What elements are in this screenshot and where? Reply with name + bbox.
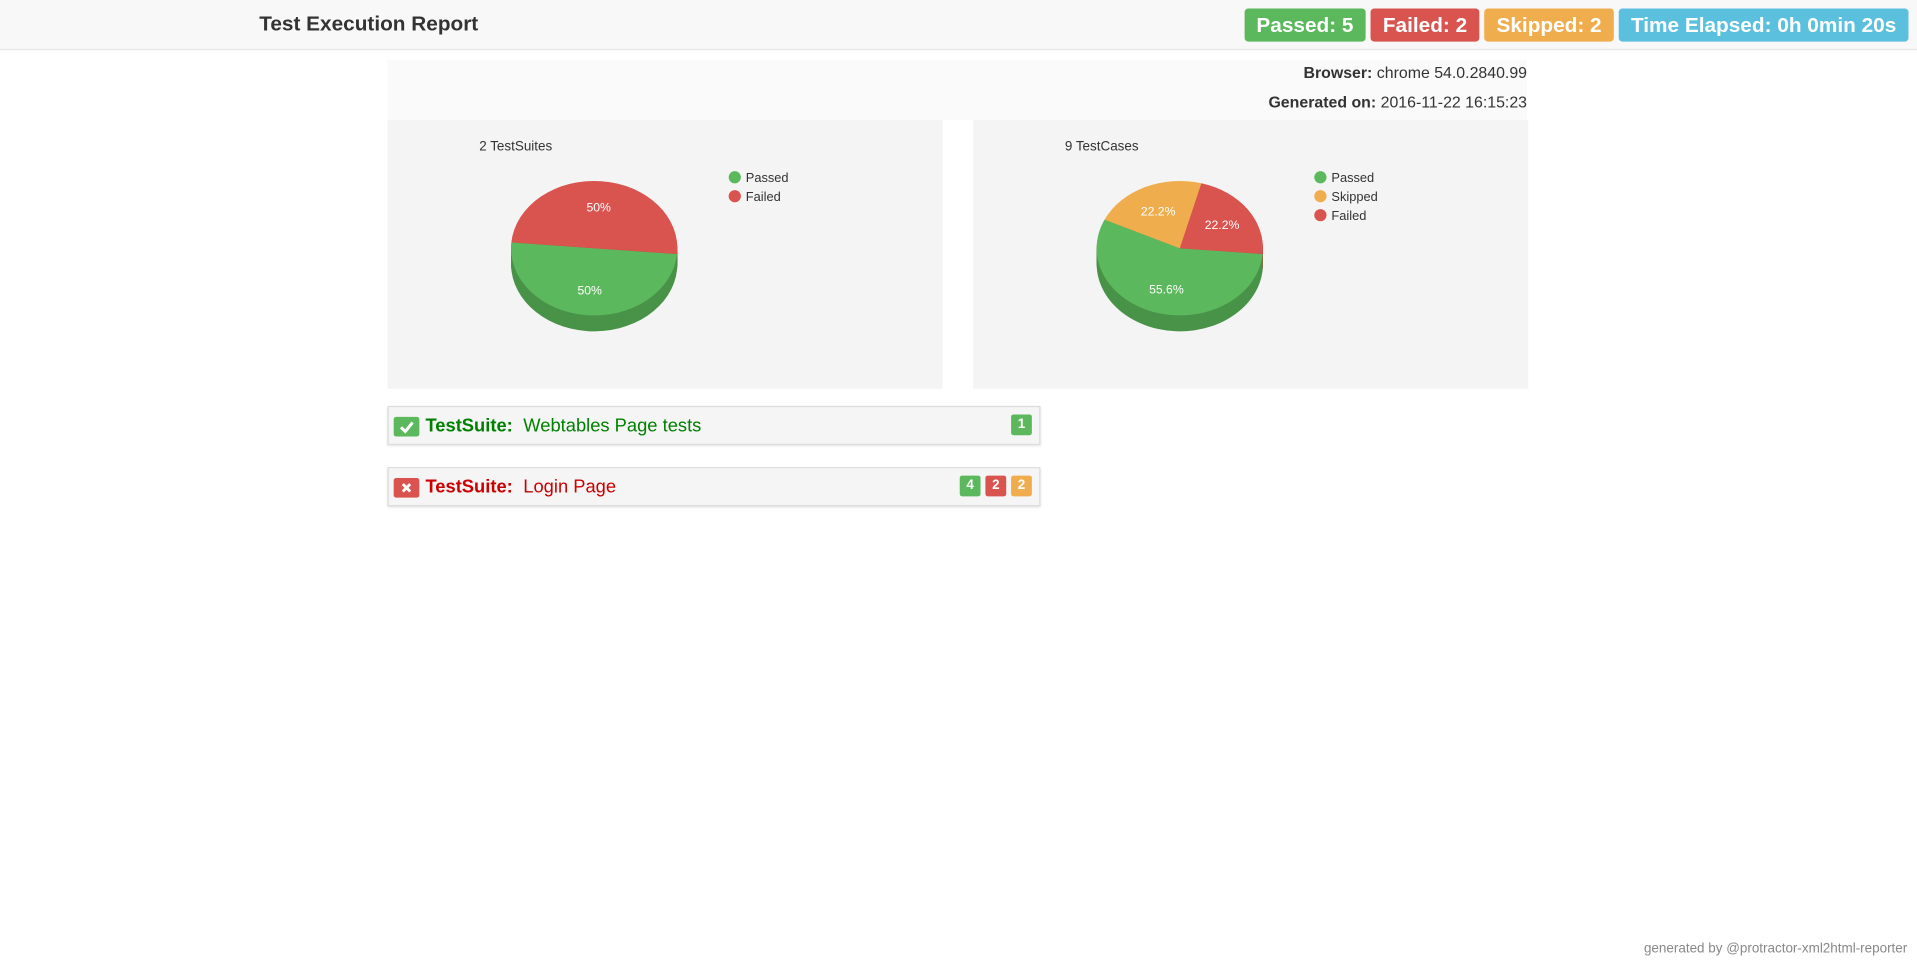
- pie-slice: [1179, 183, 1263, 255]
- browser-value: chrome 54.0.2840.99: [1376, 63, 1528, 82]
- legend-label: Passed: [1331, 170, 1374, 185]
- legend-label: Failed: [746, 189, 781, 204]
- slice-label: 50%: [586, 201, 611, 215]
- legend-marker: [728, 190, 741, 203]
- summary-badge: Time Elapsed: 0h 0min 20s: [1618, 8, 1909, 42]
- legend-label: Skipped: [1331, 189, 1377, 204]
- browser-label: Browser:: [1303, 63, 1373, 82]
- summary-badges: Passed: 5 Failed: 2 Skipped: 2 Time Elapsed…: [1244, 8, 1909, 42]
- chart-panel: 2 TestSuites 50% 50% Passed Failed: [387, 119, 943, 389]
- suite-label: TestSuite:: [425, 415, 513, 437]
- count-badge: 2: [985, 475, 1007, 497]
- chart: 9 TestCases 55.6% 22.2% 22.2% Passed Skipped F…: [1065, 138, 1378, 332]
- chart: 2 TestSuites 50% 50% Passed Failed: [479, 138, 789, 332]
- run-info: Browser: chrome 54.0.2840.99 Generated o…: [387, 59, 1528, 121]
- status-glyph: [399, 421, 414, 434]
- slice-label: 50%: [577, 284, 602, 298]
- generated-value: 2016-11-22 16:15:23: [1380, 92, 1528, 112]
- suite-name: Webtables Page tests: [523, 415, 702, 437]
- summary-badge: Skipped: 2: [1484, 8, 1614, 42]
- legend-label: Failed: [1331, 208, 1366, 223]
- footer: generated by @protractor-xml2html-report…: [1643, 941, 1908, 957]
- count-badge: 4: [959, 475, 981, 497]
- generated-row: Generated on: 2016-11-22 16:15:23: [388, 92, 1527, 121]
- suite-counts: 1: [1011, 414, 1032, 436]
- suite-label: TestSuite:: [425, 476, 513, 498]
- pie-slice: [1096, 219, 1263, 316]
- status-glyph: [401, 483, 412, 493]
- slice-label: 22.2%: [1141, 204, 1176, 218]
- legend-marker: [728, 171, 741, 184]
- legend-marker: [1314, 190, 1327, 203]
- pie-slice: [511, 180, 678, 255]
- chart-title: 2 TestSuites: [479, 138, 552, 153]
- browser-row: Browser: chrome 54.0.2840.99: [388, 62, 1527, 91]
- legend-marker: [1314, 171, 1327, 184]
- legend-marker: [1314, 209, 1327, 222]
- count-badge: 1: [1011, 414, 1032, 436]
- status-icon: [393, 416, 420, 437]
- test-suite[interactable]: TestSuite: Webtables Page tests 1: [387, 405, 1041, 446]
- header: Test Execution Report Passed: 5 Failed: 2…: [0, 0, 1917, 51]
- legend-label: Passed: [746, 170, 789, 185]
- chart-title: 9 TestCases: [1065, 138, 1139, 153]
- suite-name: Login Page: [523, 476, 617, 498]
- chart-panel: 9 TestCases 55.6% 22.2% 22.2% Passed Skipped F…: [973, 119, 1529, 389]
- pie-slice: [1104, 180, 1202, 249]
- status-icon: [393, 478, 420, 498]
- pie-slice: [511, 242, 678, 316]
- test-suite[interactable]: TestSuite: Login Page 4 2 2: [387, 467, 1041, 507]
- summary-badge: Passed: 5: [1244, 8, 1366, 42]
- summary-badge: Failed: 2: [1370, 8, 1480, 42]
- report-title: Test Execution Report: [259, 12, 479, 36]
- generated-label: Generated on:: [1268, 92, 1377, 112]
- slice-label: 22.2%: [1205, 218, 1240, 232]
- count-badge: 2: [1011, 475, 1032, 497]
- slice-label: 55.6%: [1149, 282, 1184, 296]
